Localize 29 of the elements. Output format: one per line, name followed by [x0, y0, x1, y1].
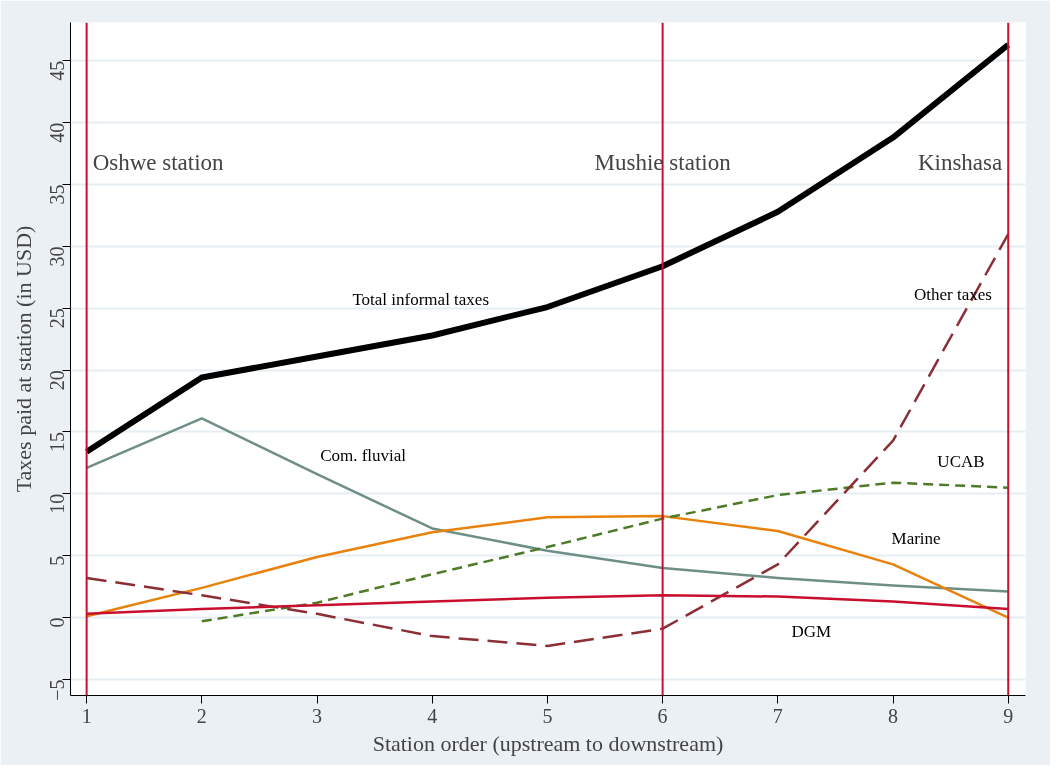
y-tick-label: 10: [46, 493, 69, 514]
y-tick-label: 20: [46, 370, 69, 391]
y-tick-label: 45: [46, 60, 69, 81]
y-tick-label: 40: [46, 122, 69, 143]
x-tick-label: 9: [1003, 704, 1014, 727]
x-tick-label: 3: [312, 704, 323, 727]
x-tick-label: 8: [888, 704, 899, 727]
y-tick-label: 25: [46, 308, 69, 329]
x-tick-label: 6: [657, 704, 668, 727]
x-tick-label: 4: [427, 704, 438, 727]
y-tick-label: −5: [46, 679, 69, 701]
x-tick-label: 1: [81, 704, 92, 727]
y-tick-label: 0: [46, 617, 69, 628]
x-tick-label: 5: [542, 704, 553, 727]
series-label: Com. fluvial: [320, 446, 407, 465]
y-tick-label: 35: [46, 184, 69, 205]
series-label: DGM: [791, 621, 832, 641]
y-axis-title: Taxes paid at station (in USD): [10, 225, 36, 493]
ref-line-label: Oshwe station: [92, 149, 225, 175]
x-tick-label: 7: [772, 704, 783, 727]
ref-line-label: Kinshasa: [917, 149, 1003, 175]
x-axis-title: Station order (upstream to downstream): [372, 730, 724, 756]
x-tick-label: 2: [196, 704, 207, 727]
series-label: Marine: [891, 528, 941, 548]
series-label: Total informal taxes: [352, 290, 490, 310]
y-tick-label: 5: [46, 555, 69, 566]
y-tick-label: 15: [46, 431, 69, 452]
series-label: UCAB: [937, 452, 985, 472]
y-tick-label: 30: [46, 246, 69, 267]
